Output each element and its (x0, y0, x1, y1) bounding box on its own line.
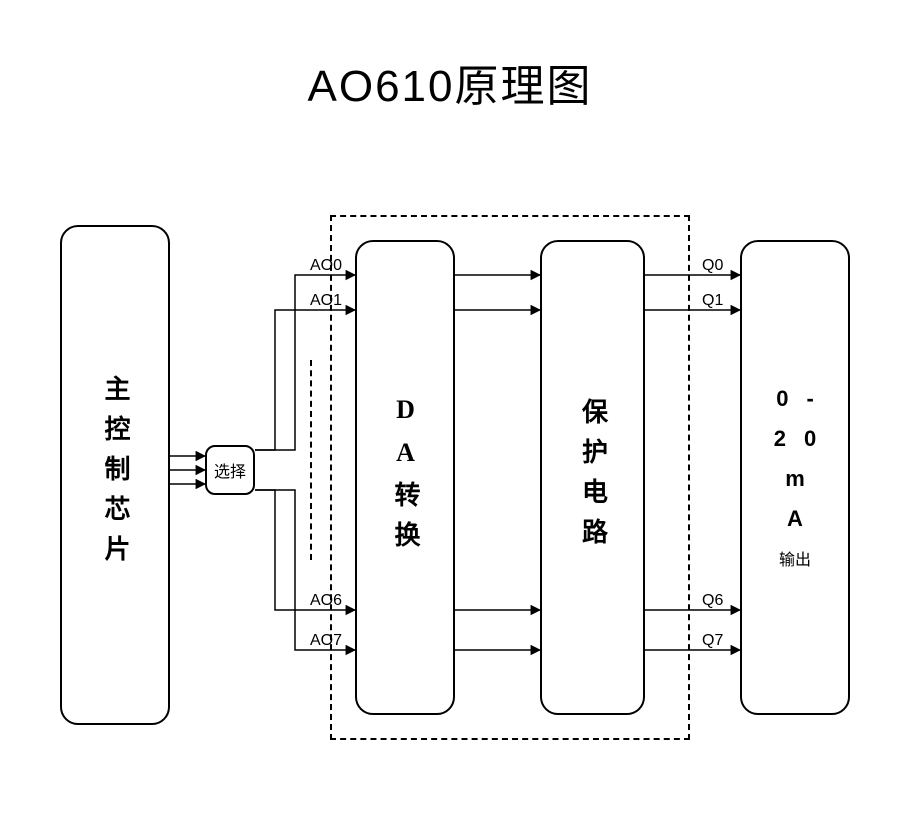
output-range-row0: 0 - (776, 386, 814, 412)
output-range-row2: m (785, 466, 805, 492)
label-q0: Q0 (702, 257, 723, 275)
block-da-convert: DA转换 (355, 240, 455, 715)
label-q6: Q6 (702, 592, 723, 610)
label-ao7: AO7 (310, 632, 342, 650)
block-output: 0 - 2 0 m A 输出 (740, 240, 850, 715)
block-da-convert-label: DA转换 (392, 395, 418, 561)
label-ao0: AO0 (310, 257, 342, 275)
label-ao6: AO6 (310, 592, 342, 610)
output-range-row3: A (787, 506, 803, 532)
output-range-row1: 2 0 (774, 426, 817, 452)
label-q7: Q7 (702, 632, 723, 650)
block-select-label: 选择 (214, 458, 246, 482)
block-protect-circuit: 保护电路 (540, 240, 645, 715)
block-select: 选择 (205, 445, 255, 495)
diagram-stage: AO610原理图 主控制芯片 选择 DA转换 保护电路 0 - 2 0 m A (0, 0, 900, 828)
block-main-chip-label: 主控制芯片 (102, 375, 128, 575)
label-ao1: AO1 (310, 292, 342, 310)
block-protect-circuit-label: 保护电路 (580, 398, 606, 558)
block-main-chip: 主控制芯片 (60, 225, 170, 725)
output-cn-label: 输出 (779, 546, 811, 570)
label-q1: Q1 (702, 292, 723, 310)
